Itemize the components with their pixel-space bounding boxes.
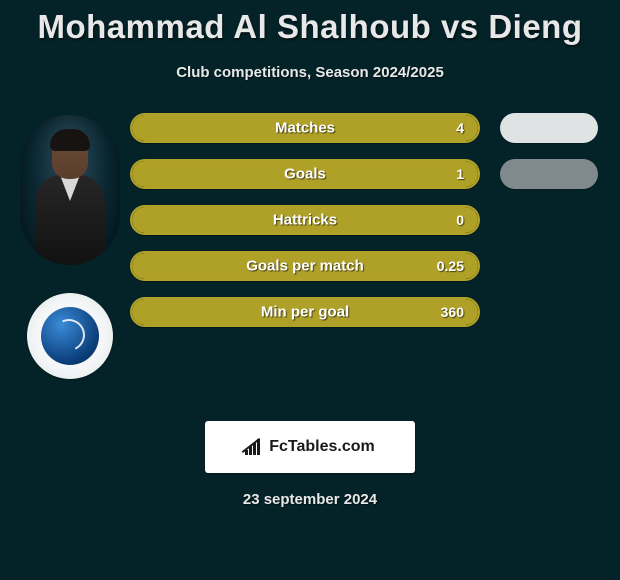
bar-hattricks: Hattricks 0 xyxy=(130,205,480,235)
bar-label: Hattricks xyxy=(273,212,337,229)
bar-value: 4 xyxy=(456,120,464,136)
subtitle: Club competitions, Season 2024/2025 xyxy=(0,64,620,81)
comparison-row: Matches 4 Goals 1 Hattricks 0 Goals per … xyxy=(0,111,620,379)
bar-goals-per-match: Goals per match 0.25 xyxy=(130,251,480,281)
bar-label: Goals per match xyxy=(246,258,364,275)
bar-value: 1 xyxy=(456,166,464,182)
bar-value: 360 xyxy=(441,304,464,320)
opponent-pills xyxy=(480,111,610,189)
bar-matches: Matches 4 xyxy=(130,113,480,143)
opponent-pill xyxy=(500,113,598,143)
brand-logo-icon xyxy=(245,439,263,455)
stat-bars: Matches 4 Goals 1 Hattricks 0 Goals per … xyxy=(130,111,480,327)
bar-label: Matches xyxy=(275,120,335,137)
bar-label: Goals xyxy=(284,166,326,183)
opponent-pill xyxy=(500,159,598,189)
page-title: Mohammad Al Shalhoub vs Dieng xyxy=(0,0,620,46)
bar-label: Min per goal xyxy=(261,304,349,321)
player-avatar xyxy=(20,115,120,265)
brand-text: FcTables.com xyxy=(269,438,375,456)
player-column xyxy=(10,111,130,379)
bar-goals: Goals 1 xyxy=(130,159,480,189)
brand-badge: FcTables.com xyxy=(205,421,415,473)
bar-value: 0.25 xyxy=(437,258,464,274)
bar-min-per-goal: Min per goal 360 xyxy=(130,297,480,327)
bar-value: 0 xyxy=(456,212,464,228)
date-text: 23 september 2024 xyxy=(0,491,620,508)
club-badge xyxy=(27,293,113,379)
